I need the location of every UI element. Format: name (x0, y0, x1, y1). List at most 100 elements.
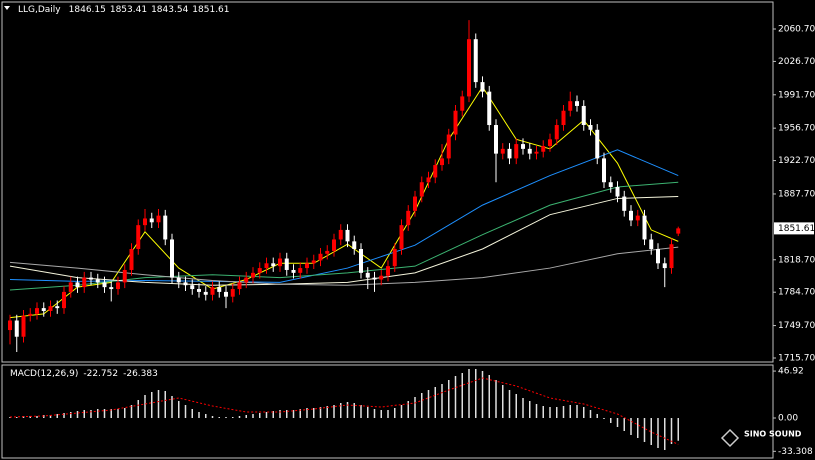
candle-body (338, 229, 343, 240)
candle-body (419, 182, 424, 197)
candle-body (642, 215, 647, 240)
candle-body (244, 277, 249, 283)
candle-body (608, 182, 613, 188)
candle-body (662, 263, 667, 269)
candle-body (264, 263, 269, 269)
chart-header: LLG,Daily 1846.15 1853.41 1843.54 1851.61 (18, 5, 230, 15)
candle-body (109, 287, 114, 290)
watermark-text: SINO SOUND (744, 430, 802, 439)
candle-body (35, 308, 39, 314)
candle-body (156, 215, 161, 223)
candle-body (500, 148, 505, 154)
candle-body (55, 306, 60, 309)
candle-body (575, 101, 579, 106)
candle-body (325, 250, 330, 254)
moving-average (9, 246, 679, 286)
candle-body (62, 291, 66, 309)
y-tick-label: -33.308 (778, 447, 813, 457)
candle-body (21, 315, 26, 337)
y-tick-label: 2060.70 (778, 24, 815, 34)
candle-body (521, 144, 525, 149)
candle-body (176, 277, 181, 283)
candle-body (284, 258, 289, 270)
candle-body (203, 291, 208, 295)
candle-body (298, 268, 303, 273)
candle-body (548, 139, 552, 146)
last-low: 1843.54 (151, 5, 188, 15)
candle-body (676, 228, 681, 234)
candle-body (230, 289, 235, 297)
moving-average (9, 181, 679, 291)
last-price-label: 1851.61 (778, 224, 815, 234)
y-tick-label: 1956.70 (778, 124, 815, 134)
candle-body (392, 248, 397, 267)
candle-body (14, 320, 19, 337)
price-pane-border (1, 1, 774, 363)
candle-body (615, 187, 620, 197)
candle-body (332, 239, 336, 251)
candle-body (48, 306, 53, 311)
candle-body (345, 229, 350, 242)
candle-body (183, 282, 188, 286)
y-tick-label: 1784.70 (778, 288, 815, 298)
candle-body (379, 275, 384, 280)
candle-body (352, 241, 357, 249)
watermark-logo (720, 428, 740, 448)
macd-title: MACD(12,26,9) (10, 369, 78, 379)
candle-body (595, 129, 600, 159)
candle-body (480, 82, 485, 92)
macd-main-value: -22.752 (83, 369, 118, 379)
candle-body (629, 210, 633, 221)
candle-body (82, 277, 87, 288)
candle-body (433, 165, 438, 178)
candle-body (8, 320, 12, 331)
candle-body (649, 239, 654, 249)
moving-average (9, 196, 679, 286)
watermark: SINO SOUND (720, 428, 802, 448)
candle-body (359, 248, 363, 273)
macd-pane-border (1, 364, 774, 459)
candle-body (197, 289, 201, 292)
candle-body (257, 268, 262, 273)
candle-body (534, 151, 539, 154)
candle-body (210, 287, 215, 295)
candle-body (669, 244, 674, 269)
candle-body (278, 258, 282, 267)
y-tick-label: 1749.70 (778, 321, 815, 331)
y-tick-label: 1991.70 (778, 90, 815, 100)
last-high: 1853.41 (110, 5, 147, 15)
candle-body (467, 39, 471, 97)
candle-body (561, 110, 566, 126)
menu-icon[interactable] (4, 6, 10, 10)
y-tick-label: 1818.70 (778, 255, 815, 265)
candle-body (311, 260, 316, 264)
macd-header: MACD(12,26,9) -22.752 -26.383 (10, 369, 158, 379)
candle-body (440, 158, 444, 166)
candle-body (170, 239, 174, 278)
candle-body (386, 266, 390, 276)
candle-body (291, 269, 296, 273)
candle-body (656, 248, 660, 264)
candle-body (473, 39, 478, 83)
candle-body (116, 282, 120, 290)
candle-body (163, 215, 168, 240)
macd-signal (9, 377, 679, 445)
last-close: 1851.61 (192, 5, 229, 15)
candle-body (143, 218, 147, 226)
candle-body (541, 146, 546, 152)
last-price-box (774, 222, 814, 235)
candle-body (365, 272, 370, 278)
candle-body (305, 263, 309, 269)
candle-body (122, 269, 127, 283)
candle-body (399, 225, 404, 249)
y-tick-label: 0.00 (778, 414, 798, 424)
candle-body (527, 148, 532, 154)
candle-body (460, 96, 465, 111)
macd-signal-value: -26.383 (123, 369, 158, 379)
symbol: LLG,Daily (18, 5, 61, 15)
candle-body (95, 279, 100, 283)
candle-body (28, 313, 33, 316)
candle-body (622, 196, 627, 211)
